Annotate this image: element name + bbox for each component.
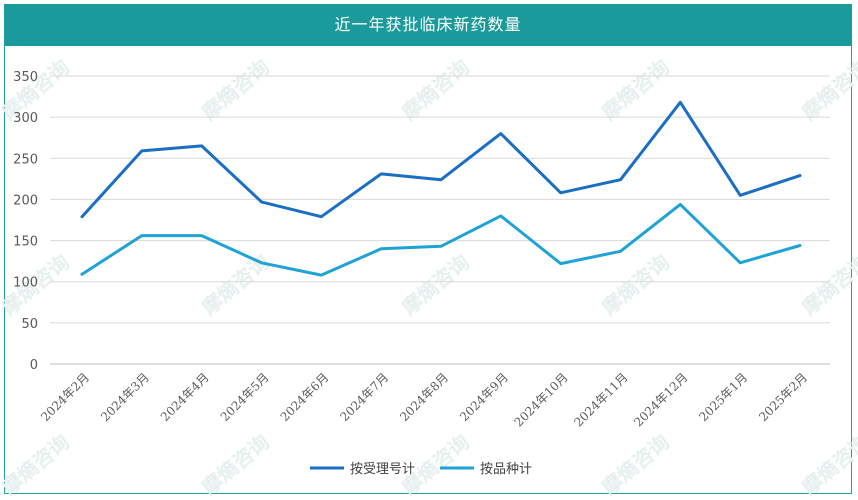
y-tick-label: 150 [13, 235, 38, 250]
y-tick-label: 0 [30, 358, 38, 373]
x-tick-label: 2024年7月 [337, 370, 391, 424]
y-axis-ticks: 0 50 100 150 200 250 300 350 [13, 70, 38, 373]
watermark-text: 摩熵咨询 [397, 55, 474, 125]
x-tick-label: 2024年12月 [631, 370, 690, 429]
chart-frame [4, 4, 852, 494]
series-line-1 [80, 100, 802, 219]
y-tick-label: 100 [13, 276, 38, 291]
series-lines [80, 100, 802, 277]
watermark-text: 摩熵咨询 [597, 250, 674, 320]
legend-label-2: 按品种计 [480, 462, 532, 477]
x-tick-label: 2024年9月 [457, 370, 511, 424]
watermark-text: 摩熵咨询 [797, 250, 858, 320]
x-tick-label: 2024年5月 [218, 370, 272, 424]
x-tick-label: 2024年4月 [158, 370, 212, 424]
x-axis-ticks: 2024年2月 2024年3月 2024年4月 2024年5月 2024年6月 2024年… [38, 370, 810, 429]
x-tick-label: 2024年2月 [38, 370, 92, 424]
series-line-2 [80, 202, 802, 277]
chart-title: 近一年获批临床新药数量 [4, 4, 852, 46]
grid-lines [50, 75, 830, 365]
watermark-text: 摩熵咨询 [0, 430, 74, 500]
x-tick-label: 2024年3月 [98, 370, 152, 424]
x-tick-label: 2024年6月 [278, 370, 332, 424]
y-tick-label: 200 [13, 193, 38, 208]
watermark-text: 摩熵咨询 [797, 430, 858, 500]
x-tick-label: 2024年10月 [512, 370, 571, 429]
y-tick-label: 50 [21, 317, 38, 332]
x-tick-label: 2024年11月 [571, 370, 630, 429]
x-tick-label: 2024年8月 [397, 370, 451, 424]
legend-label-1: 按受理号计 [350, 462, 415, 477]
watermark-text: 摩熵咨询 [597, 430, 674, 500]
watermark-text: 摩熵咨询 [197, 250, 274, 320]
legend: 按受理号计 按品种计 [310, 462, 532, 477]
x-tick-label: 2025年1月 [696, 370, 750, 424]
watermark-text: 摩熵咨询 [197, 430, 274, 500]
watermark-text: 摩熵咨询 [597, 55, 674, 125]
watermark-text: 摩熵咨询 [797, 55, 858, 125]
x-tick-label: 2025年2月 [756, 370, 810, 424]
y-tick-label: 350 [13, 70, 38, 85]
watermark-text: 摩熵咨询 [197, 55, 274, 125]
y-tick-label: 300 [13, 111, 38, 126]
watermark-text: 摩熵咨询 [397, 250, 474, 320]
y-tick-label: 250 [13, 152, 38, 167]
